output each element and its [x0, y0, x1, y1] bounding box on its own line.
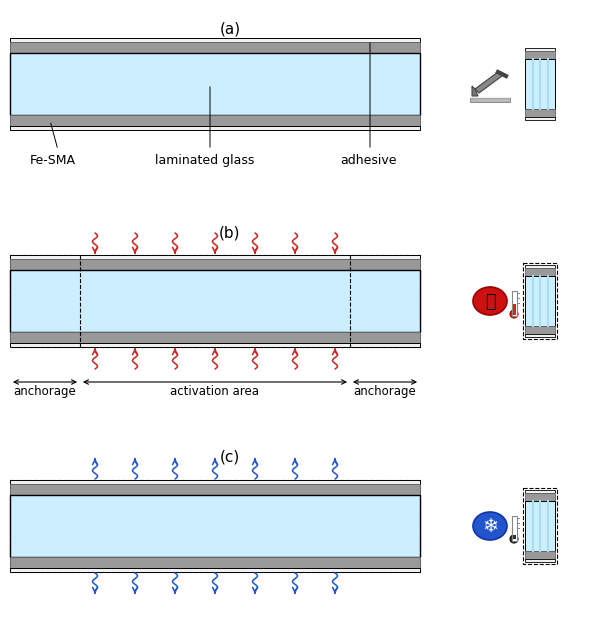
Text: (c): (c): [220, 450, 240, 465]
Bar: [525, 59, 555, 109]
Polygon shape: [475, 72, 502, 93]
Bar: [10, 255, 420, 259]
Bar: [10, 557, 420, 568]
Bar: [10, 484, 420, 495]
Text: (b): (b): [219, 225, 241, 240]
Text: ❄: ❄: [482, 517, 498, 537]
Bar: [512, 535, 515, 539]
Bar: [10, 480, 420, 572]
Text: anchorage: anchorage: [14, 385, 76, 398]
Bar: [525, 268, 555, 276]
Text: adhesive: adhesive: [340, 154, 397, 167]
Bar: [525, 48, 555, 51]
Bar: [525, 276, 555, 326]
Bar: [10, 53, 420, 115]
Bar: [10, 568, 420, 572]
Ellipse shape: [473, 287, 507, 315]
Bar: [525, 117, 555, 120]
Text: (a): (a): [220, 22, 241, 37]
Text: activation area: activation area: [170, 385, 260, 398]
Bar: [10, 332, 420, 343]
Bar: [525, 109, 555, 117]
Bar: [10, 42, 420, 53]
Bar: [10, 255, 420, 347]
Bar: [525, 551, 555, 559]
Bar: [525, 51, 555, 59]
Bar: [525, 501, 555, 551]
Bar: [10, 480, 420, 484]
Bar: [523, 263, 557, 339]
Bar: [10, 270, 420, 332]
Bar: [525, 265, 555, 268]
Bar: [525, 326, 555, 334]
Ellipse shape: [510, 535, 518, 543]
Bar: [10, 343, 420, 347]
Ellipse shape: [510, 310, 518, 318]
Bar: [512, 304, 515, 315]
Bar: [511, 516, 517, 541]
Text: laminated glass: laminated glass: [155, 154, 254, 167]
Bar: [10, 115, 420, 126]
Bar: [511, 291, 517, 316]
Bar: [10, 495, 420, 557]
Bar: [525, 493, 555, 501]
Text: 🔥: 🔥: [485, 293, 496, 311]
Bar: [10, 259, 420, 270]
Polygon shape: [472, 86, 478, 96]
Bar: [523, 488, 557, 564]
Bar: [525, 490, 555, 493]
Text: anchorage: anchorage: [353, 385, 416, 398]
Bar: [525, 334, 555, 337]
Bar: [10, 38, 420, 42]
Text: Fe-SMA: Fe-SMA: [30, 154, 76, 167]
Bar: [525, 559, 555, 562]
Ellipse shape: [473, 512, 507, 540]
Bar: [10, 126, 420, 130]
Bar: [470, 98, 510, 102]
